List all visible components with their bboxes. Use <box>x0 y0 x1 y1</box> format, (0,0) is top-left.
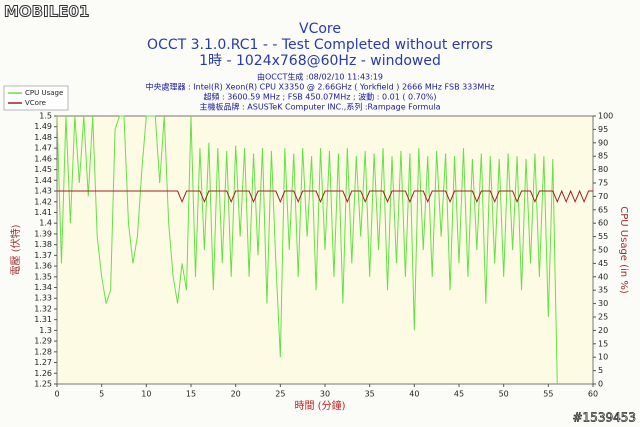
y-tick-label: 1.4 <box>39 219 52 228</box>
legend-label: CPU Usage <box>25 89 63 97</box>
info-line: 主機板品牌 : ASUSTeK Computer INC.,系列 :Rampag… <box>199 102 440 112</box>
chart-subtitle: OCCT 3.1.0.RC1 - - Test Completed withou… <box>147 37 493 53</box>
y-tick-label: 1.45 <box>34 165 52 174</box>
x-tick-label: 60 <box>588 390 598 399</box>
legend-box <box>3 85 69 111</box>
series-line <box>57 189 593 204</box>
y-axis-label: 電壓 (伏特) <box>9 224 22 275</box>
x-tick-label: 35 <box>365 390 375 399</box>
y-tick-label: 1.37 <box>34 251 52 260</box>
x-tick-label: 50 <box>499 390 509 399</box>
chart-title: VCore <box>299 21 341 37</box>
y-tick-label: 1.36 <box>34 262 52 271</box>
y2-tick-label: 100 <box>598 112 613 121</box>
x-tick-label: 40 <box>409 390 419 399</box>
y-tick-label: 1.46 <box>34 154 52 163</box>
y2-tick-label: 45 <box>598 259 608 268</box>
y-tick-label: 1.3 <box>39 326 52 335</box>
series-line <box>56 115 558 385</box>
x-tick-label: 55 <box>543 390 553 399</box>
y2-tick-label: 20 <box>598 326 608 335</box>
y-tick-label: 1.49 <box>34 122 52 131</box>
x-axis-label: 時間 (分鐘) <box>295 399 346 412</box>
y-tick-label: 1.5 <box>39 112 52 121</box>
y-tick-label: 1.47 <box>34 144 52 153</box>
y-tick-label: 1.25 <box>34 380 52 389</box>
y2-tick-label: 15 <box>598 339 608 348</box>
y-tick-label: 1.48 <box>34 133 52 142</box>
x-tick-label: 5 <box>99 390 104 399</box>
y2-tick-label: 25 <box>598 313 608 322</box>
y-tick-label: 1.26 <box>34 369 52 378</box>
y-tick-label: 1.43 <box>34 187 52 196</box>
y2-tick-label: 95 <box>598 125 608 134</box>
x-tick-label: 25 <box>275 390 285 399</box>
y2-axis-label: CPU Usage (in %) <box>618 206 629 294</box>
info-line: 超頻 : 3600.59 MHz ; FSB 450.07MHz ; 波動 : … <box>203 92 436 102</box>
y-tick-label: 1.38 <box>34 240 52 249</box>
x-tick-label: 0 <box>54 390 59 399</box>
y-tick-label: 1.41 <box>34 208 52 217</box>
x-tick-label: 10 <box>141 390 151 399</box>
legend-label: VCore <box>25 99 46 107</box>
y2-tick-label: 40 <box>598 272 608 281</box>
y2-tick-label: 35 <box>598 286 608 295</box>
y2-tick-label: 90 <box>598 138 608 147</box>
info-line: 由OCCT生成 :08/02/10 11:43:19 <box>257 72 383 82</box>
x-tick-label: 30 <box>320 390 330 399</box>
y-tick-label: 1.39 <box>34 229 52 238</box>
y-tick-label: 1.35 <box>34 272 52 281</box>
y2-tick-label: 70 <box>598 192 608 201</box>
watermark: #1539453 <box>573 411 637 425</box>
y2-tick-label: 10 <box>598 353 608 362</box>
x-tick-label: 15 <box>186 390 196 399</box>
y2-tick-label: 60 <box>598 219 608 228</box>
y2-tick-label: 80 <box>598 165 608 174</box>
y2-tick-label: 0 <box>598 380 603 389</box>
y2-tick-label: 65 <box>598 205 608 214</box>
y2-tick-label: 30 <box>598 299 608 308</box>
y-tick-label: 1.33 <box>34 294 52 303</box>
y-tick-label: 1.44 <box>34 176 52 185</box>
y-tick-label: 1.29 <box>34 337 52 346</box>
y2-tick-label: 5 <box>598 366 603 375</box>
chart-subtitle: 1時 - 1024x768@60Hz - windowed <box>199 53 441 69</box>
logo: MOBILE01 <box>4 3 89 21</box>
y2-tick-label: 85 <box>598 152 608 161</box>
info-line: 中央處理器 : Intel(R) Xeon(R) CPU X3350 @ 2.6… <box>146 82 495 92</box>
y-tick-label: 1.31 <box>34 315 52 324</box>
y-tick-label: 1.32 <box>34 304 52 313</box>
y-tick-label: 1.28 <box>34 347 52 356</box>
x-tick-label: 45 <box>454 390 464 399</box>
y2-tick-label: 55 <box>598 232 608 241</box>
y2-tick-label: 50 <box>598 246 608 255</box>
y-tick-label: 1.34 <box>34 283 52 292</box>
x-tick-label: 20 <box>231 390 241 399</box>
y-tick-label: 1.42 <box>34 197 52 206</box>
y2-tick-label: 75 <box>598 179 608 188</box>
y-tick-label: 1.27 <box>34 358 52 367</box>
